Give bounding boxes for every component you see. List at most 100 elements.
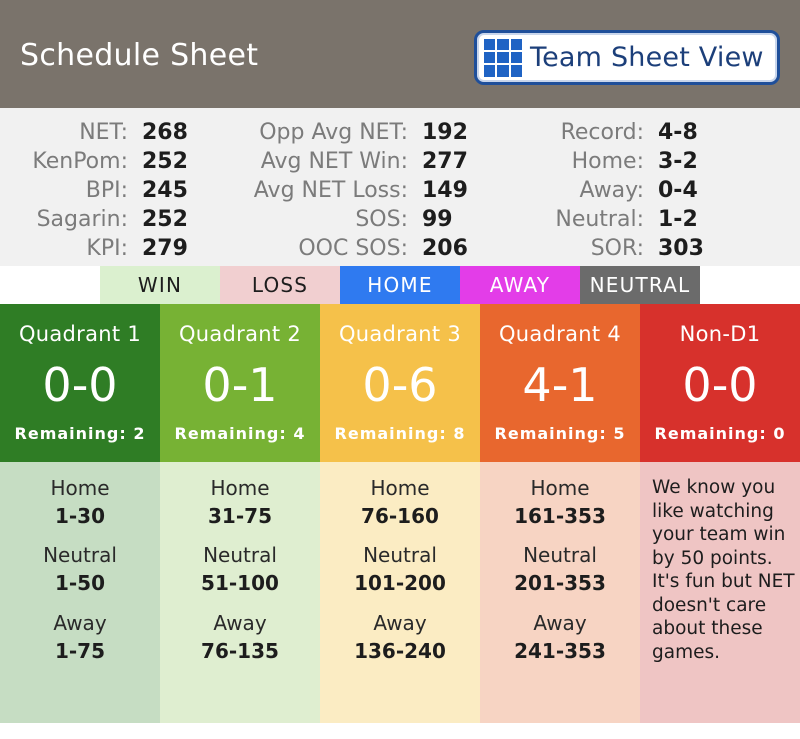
team-sheet-view-button[interactable]: Team Sheet View bbox=[474, 30, 780, 85]
stat-kpi: KPI: 279 bbox=[0, 234, 188, 263]
stat-label: NET: bbox=[79, 120, 128, 145]
quadrant-record: 0-1 bbox=[202, 358, 278, 412]
range-away: Away 241-353 bbox=[480, 611, 640, 663]
grid-icon bbox=[484, 38, 522, 77]
net-column: Opp Avg NET: 192 Avg NET Win: 277 Avg NET … bbox=[240, 118, 468, 263]
stat-sor: SOR: 303 bbox=[520, 234, 704, 263]
quadrant-1-card[interactable]: Quadrant 1 0-0 Remaining: 2 bbox=[0, 304, 160, 462]
quadrant-record: 0-0 bbox=[682, 358, 758, 412]
stat-label: SOR: bbox=[590, 236, 644, 261]
stat-value: 252 bbox=[142, 207, 188, 232]
range-neutral: Neutral 201-353 bbox=[480, 543, 640, 595]
stat-value: 277 bbox=[422, 149, 468, 174]
stat-label: Avg NET Loss: bbox=[253, 178, 408, 203]
non-d1-card[interactable]: Non-D1 0-0 Remaining: 0 bbox=[640, 304, 800, 462]
range-label: Neutral bbox=[523, 543, 597, 567]
quadrant-remaining: Remaining: 2 bbox=[14, 424, 146, 443]
stat-label: Record: bbox=[560, 120, 644, 145]
range-label: Away bbox=[53, 611, 107, 635]
range-home: Home 1-30 bbox=[0, 476, 160, 528]
range-value: 76-135 bbox=[201, 639, 279, 663]
quadrant-2-card[interactable]: Quadrant 2 0-1 Remaining: 4 bbox=[160, 304, 320, 462]
stat-value: 99 bbox=[422, 207, 453, 232]
stat-label: OOC SOS: bbox=[298, 236, 408, 261]
stat-label: BPI: bbox=[85, 178, 128, 203]
range-label: Away bbox=[373, 611, 427, 635]
stat-label: Sagarin: bbox=[36, 207, 128, 232]
range-label: Home bbox=[210, 476, 270, 500]
quadrant-record: 0-6 bbox=[362, 358, 438, 412]
legend-neutral: NEUTRAL bbox=[580, 266, 700, 304]
stat-label: KenPom: bbox=[32, 149, 128, 174]
team-sheet-view-label: Team Sheet View bbox=[530, 42, 764, 73]
stat-record: Record: 4-8 bbox=[520, 118, 704, 147]
range-label: Neutral bbox=[203, 543, 277, 567]
quadrant-3-card[interactable]: Quadrant 3 0-6 Remaining: 8 bbox=[320, 304, 480, 462]
quadrant-title: Quadrant 4 bbox=[498, 322, 622, 346]
range-value: 76-160 bbox=[361, 504, 439, 528]
stat-label: Neutral: bbox=[555, 207, 644, 232]
stat-label: Away: bbox=[579, 178, 644, 203]
stat-value: 0-4 bbox=[658, 178, 698, 203]
range-neutral: Neutral 51-100 bbox=[160, 543, 320, 595]
legend-away: AWAY bbox=[460, 266, 580, 304]
stat-sos: SOS: 99 bbox=[240, 205, 468, 234]
legend-win: WIN bbox=[100, 266, 220, 304]
range-away: Away 136-240 bbox=[320, 611, 480, 663]
range-value: 1-75 bbox=[54, 639, 106, 663]
stat-avg-net-loss: Avg NET Loss: 149 bbox=[240, 176, 468, 205]
range-label: Neutral bbox=[43, 543, 117, 567]
range-value: 201-353 bbox=[514, 571, 606, 595]
quadrant-remaining: Remaining: 0 bbox=[654, 424, 786, 443]
stat-label: KPI: bbox=[86, 236, 128, 261]
quadrant-4-card[interactable]: Quadrant 4 4-1 Remaining: 5 bbox=[480, 304, 640, 462]
stat-away: Away: 0-4 bbox=[520, 176, 704, 205]
range-label: Away bbox=[533, 611, 587, 635]
range-home: Home 76-160 bbox=[320, 476, 480, 528]
stat-value: 206 bbox=[422, 236, 468, 261]
quadrant-title: Quadrant 2 bbox=[178, 322, 302, 346]
range-home: Home 31-75 bbox=[160, 476, 320, 528]
range-away: Away 1-75 bbox=[0, 611, 160, 663]
quadrant-2-ranges: Home 31-75 Neutral 51-100 Away 76-135 bbox=[160, 462, 320, 723]
stat-net: NET: 268 bbox=[0, 118, 188, 147]
legend-loss: LOSS bbox=[220, 266, 340, 304]
stat-value: 4-8 bbox=[658, 120, 698, 145]
stat-neutral: Neutral: 1-2 bbox=[520, 205, 704, 234]
stat-value: 149 bbox=[422, 178, 468, 203]
quadrant-remaining: Remaining: 4 bbox=[174, 424, 306, 443]
quadrant-title: Quadrant 3 bbox=[338, 322, 462, 346]
range-label: Home bbox=[370, 476, 430, 500]
range-value: 241-353 bbox=[514, 639, 606, 663]
stat-value: 192 bbox=[422, 120, 468, 145]
stat-value: 3-2 bbox=[658, 149, 698, 174]
stat-home: Home: 3-2 bbox=[520, 147, 704, 176]
non-d1-note: We know you like watching your team win … bbox=[652, 477, 795, 663]
quadrant-title: Quadrant 1 bbox=[18, 322, 142, 346]
page-header: Schedule Sheet Team Sheet View bbox=[0, 0, 800, 108]
quadrant-remaining: Remaining: 8 bbox=[334, 424, 466, 443]
range-label: Home bbox=[50, 476, 110, 500]
page-title: Schedule Sheet bbox=[20, 38, 259, 73]
quadrant-4-ranges: Home 161-353 Neutral 201-353 Away 241-353 bbox=[480, 462, 640, 723]
stats-panel: NET: 268 KenPom: 252 BPI: 245 Sagarin: 252 K… bbox=[0, 108, 800, 266]
quadrant-remaining: Remaining: 5 bbox=[494, 424, 626, 443]
stat-value: 245 bbox=[142, 178, 188, 203]
stat-value: 1-2 bbox=[658, 207, 698, 232]
stat-value: 268 bbox=[142, 120, 188, 145]
range-value: 101-200 bbox=[354, 571, 446, 595]
stat-label: Opp Avg NET: bbox=[259, 120, 408, 145]
stat-label: SOS: bbox=[355, 207, 408, 232]
non-d1-note-panel: We know you like watching your team win … bbox=[640, 462, 800, 723]
range-neutral: Neutral 101-200 bbox=[320, 543, 480, 595]
stat-value: 303 bbox=[658, 236, 704, 261]
legend-home: HOME bbox=[340, 266, 460, 304]
range-value: 51-100 bbox=[201, 571, 279, 595]
quadrant-record: 4-1 bbox=[522, 358, 598, 412]
stat-value: 279 bbox=[142, 236, 188, 261]
stat-avg-net-win: Avg NET Win: 277 bbox=[240, 147, 468, 176]
range-value: 136-240 bbox=[354, 639, 446, 663]
stat-kenpom: KenPom: 252 bbox=[0, 147, 188, 176]
stat-label: Avg NET Win: bbox=[260, 149, 408, 174]
stat-ooc-sos: OOC SOS: 206 bbox=[240, 234, 468, 263]
